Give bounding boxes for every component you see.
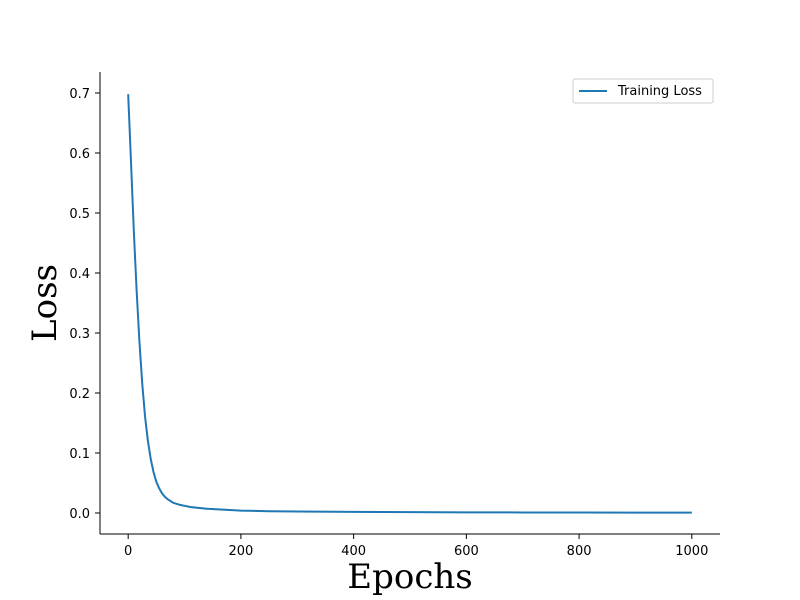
axes-spines: [99, 72, 720, 535]
x-axis-title: Epochs: [347, 557, 472, 597]
y-axis-ticks: 0.0 0.1 0.2 0.3 0.4 0.5 0.6 0.7: [69, 87, 100, 522]
y-tick-label: 0.5: [69, 207, 90, 222]
series-line-training-loss: [127, 94, 692, 514]
legend: Training Loss: [572, 78, 714, 104]
x-tick-label: 200: [228, 544, 253, 559]
legend-box: [572, 78, 714, 104]
y-tick-label: 0.0: [69, 507, 90, 522]
legend-label-training-loss: Training Loss: [617, 84, 702, 99]
x-tick-label: 400: [341, 544, 366, 559]
x-tick-label: 0: [124, 544, 132, 559]
x-tick-label: 1000: [675, 544, 708, 559]
y-tick-label: 0.4: [69, 267, 90, 282]
y-tick-label: 0.6: [69, 147, 90, 162]
plot-area: [127, 94, 692, 514]
y-axis-title: Loss: [25, 264, 65, 342]
y-tick-label: 0.7: [69, 87, 90, 102]
y-tick-label: 0.3: [69, 327, 90, 342]
x-tick-label: 600: [454, 544, 479, 559]
y-tick-label: 0.2: [69, 387, 90, 402]
y-tick-label: 0.1: [69, 447, 90, 462]
x-tick-label: 800: [567, 544, 592, 559]
x-axis-ticks: 0 200 400 600 800 1000: [124, 534, 708, 559]
